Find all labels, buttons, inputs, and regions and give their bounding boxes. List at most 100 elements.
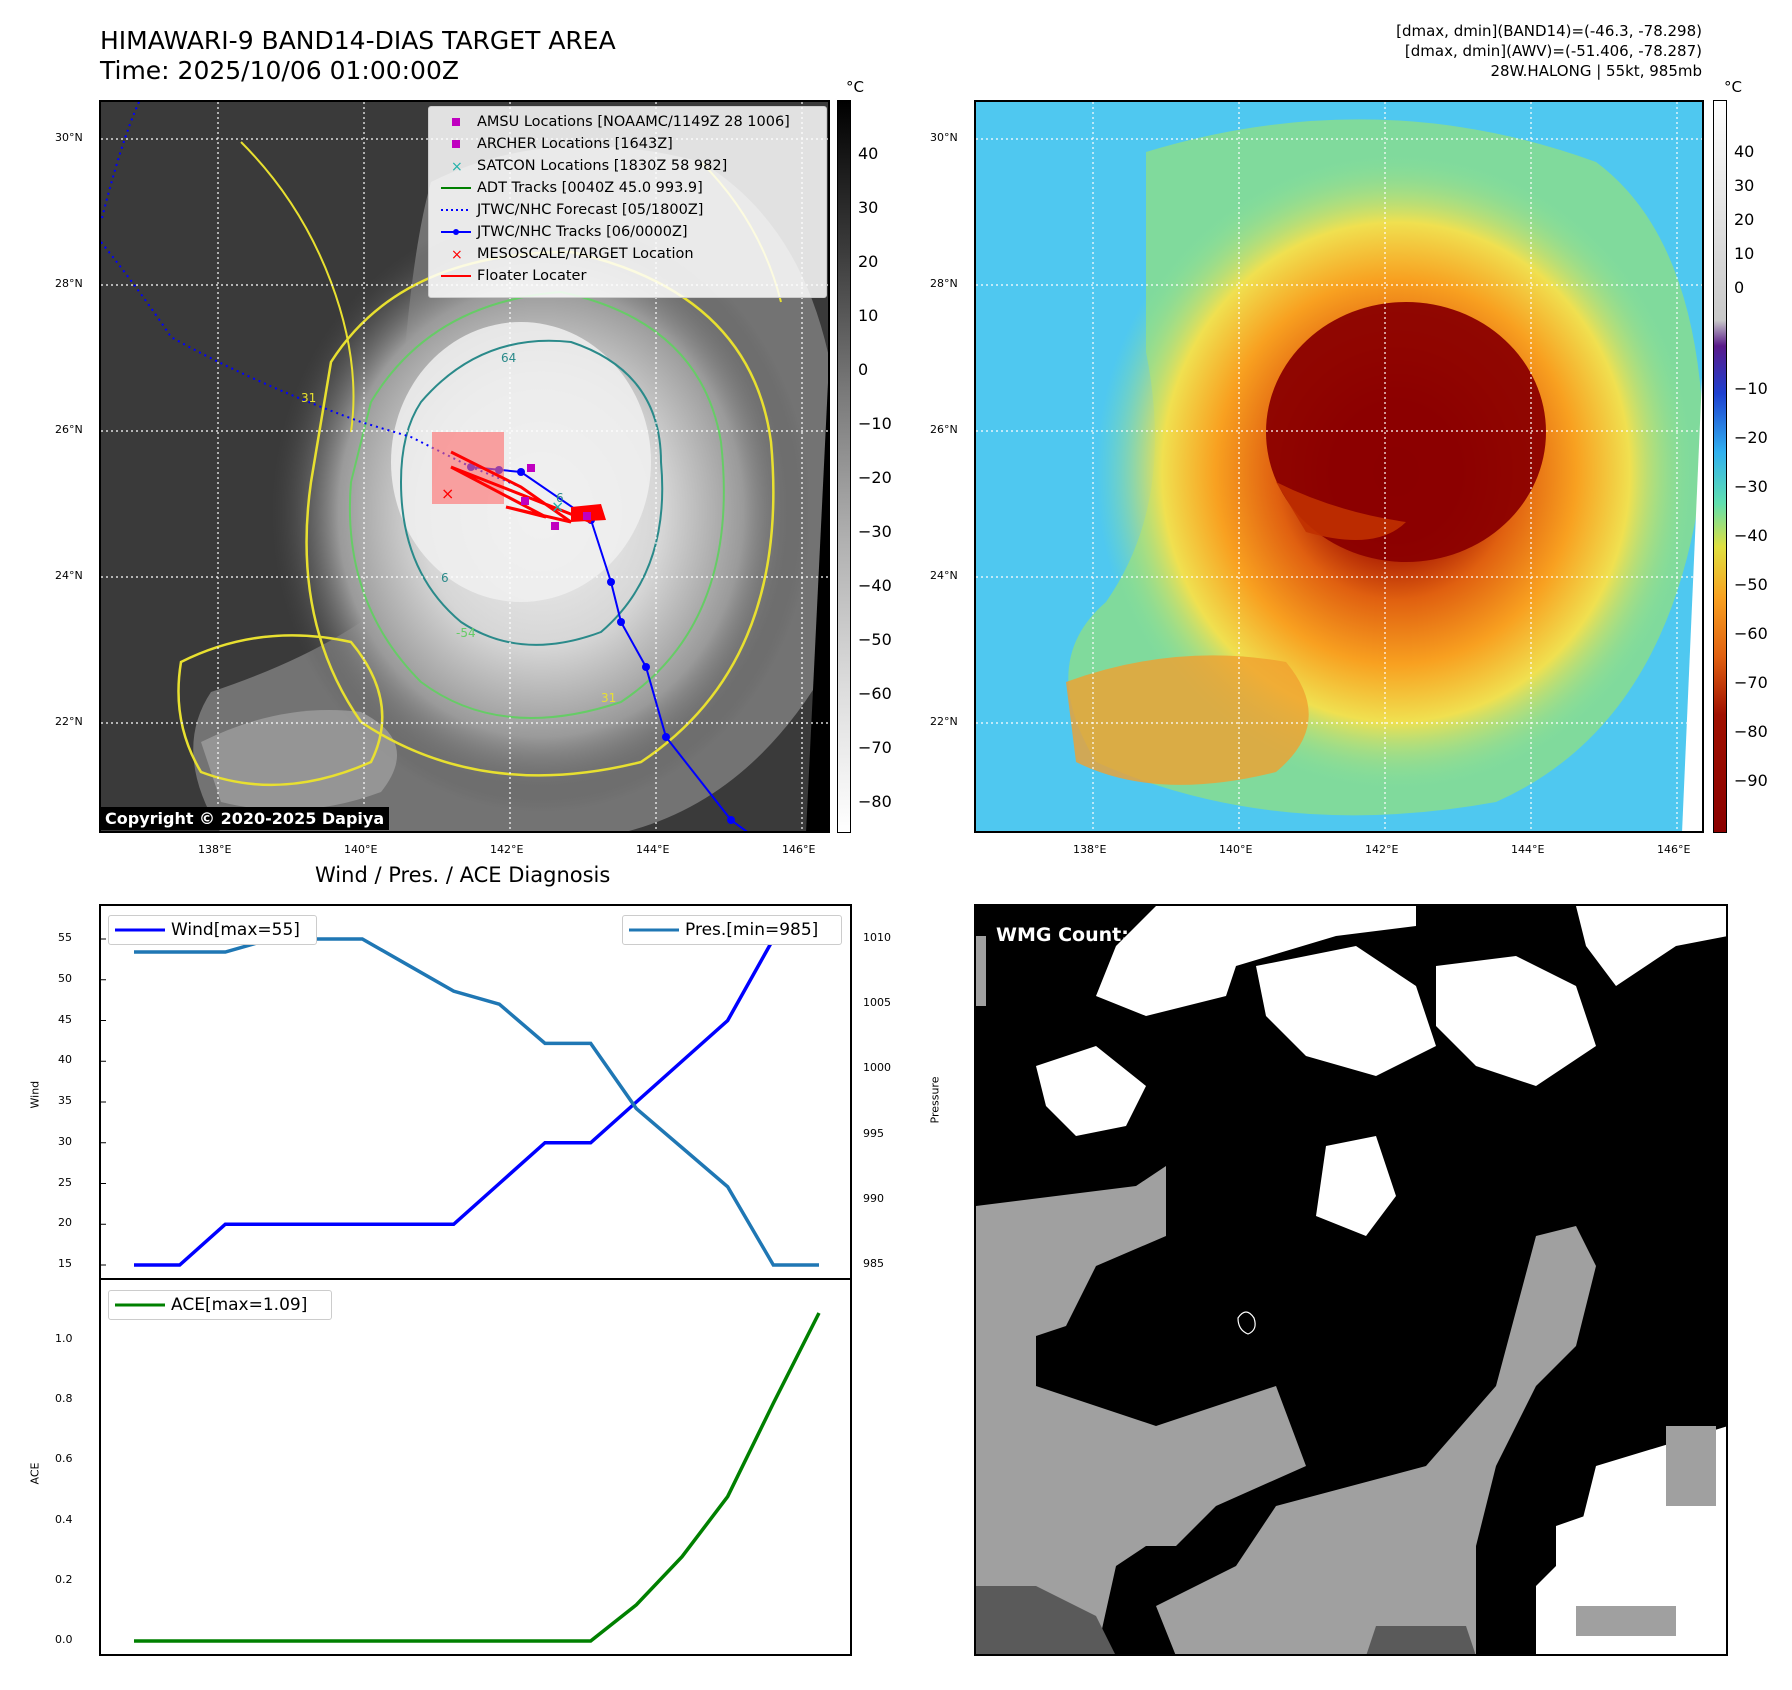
colorbar-unit: °C bbox=[846, 78, 864, 96]
colorbar-tick: 10 bbox=[1734, 244, 1755, 263]
colorbar-tick: 10 bbox=[858, 306, 879, 325]
wind-tick: 45 bbox=[58, 1012, 72, 1026]
awv-map-panel bbox=[974, 100, 1704, 833]
lat-tick: 30°N bbox=[930, 131, 958, 144]
colorbar-tick: −10 bbox=[1734, 379, 1768, 398]
contour-label: 6 bbox=[441, 571, 449, 585]
lat-tick: 26°N bbox=[930, 423, 958, 436]
colorbar-tick: 20 bbox=[858, 252, 879, 271]
colorbar-tick: −20 bbox=[858, 468, 892, 487]
wind-tick: 35 bbox=[58, 1094, 72, 1107]
pressure-tick: 1000 bbox=[863, 1061, 891, 1075]
ace-tick: 1.0 bbox=[55, 1332, 73, 1346]
wind-legend: Wind[max=55] bbox=[108, 915, 317, 945]
colorbar-tick: −20 bbox=[1734, 428, 1768, 447]
wind-tick: 25 bbox=[58, 1175, 72, 1189]
colorbar-tick: 40 bbox=[1734, 142, 1755, 161]
wind-tick: 20 bbox=[58, 1216, 72, 1230]
wind-tick: 30 bbox=[58, 1134, 72, 1148]
copyright-badge: Copyright © 2020-2025 Dapiya bbox=[100, 807, 390, 830]
colorbar-tick: 40 bbox=[858, 144, 879, 163]
lon-tick: 144°E bbox=[636, 843, 670, 856]
colorbar-tick: −30 bbox=[1734, 477, 1768, 496]
wind-pres-panel bbox=[99, 904, 852, 1280]
chart-title: HIMAWARI-9 BAND14-DIAS TARGET AREA bbox=[100, 26, 616, 55]
lat-tick: 30°N bbox=[55, 131, 83, 144]
ace-tick: 0.8 bbox=[55, 1392, 73, 1406]
ace-series-line bbox=[134, 1312, 821, 1643]
ace-axis-label: ACE bbox=[28, 1462, 42, 1485]
colorbar-tick: −80 bbox=[1734, 722, 1768, 741]
awv-map-svg bbox=[976, 102, 1702, 831]
lon-tick: 142°E bbox=[490, 843, 524, 856]
lat-tick: 22°N bbox=[55, 715, 83, 728]
wind-series-line bbox=[134, 937, 819, 1267]
colorbar-tick: −30 bbox=[858, 522, 892, 541]
colorbar-tick: −90 bbox=[1734, 771, 1768, 790]
pressure-tick: 995 bbox=[863, 1126, 884, 1140]
colorbar-tick: −40 bbox=[1734, 526, 1768, 545]
colorbar-tick: −60 bbox=[1734, 624, 1768, 643]
contour-label: 6 bbox=[556, 491, 564, 505]
lat-tick: 24°N bbox=[930, 569, 958, 582]
colorbar-tick: 0 bbox=[858, 360, 869, 379]
svg-text:×: × bbox=[441, 484, 454, 503]
colorbar-left bbox=[837, 100, 851, 833]
ace-tick: 0.6 bbox=[55, 1452, 73, 1466]
colorbar-tick: −50 bbox=[858, 630, 892, 649]
colorbar-tick: 0 bbox=[1734, 278, 1745, 297]
pres-legend: Pres.[min=985] bbox=[622, 915, 842, 945]
wind-tick: 15 bbox=[58, 1257, 72, 1270]
colorbar-unit: °C bbox=[1724, 78, 1742, 96]
colorbar-tick: −70 bbox=[858, 738, 892, 757]
lon-tick: 140°E bbox=[1219, 843, 1253, 856]
ace-tick: 0.0 bbox=[55, 1633, 73, 1646]
wind-tick: 55 bbox=[58, 931, 72, 944]
wind-tick: 50 bbox=[58, 971, 72, 985]
pressure-series-line bbox=[134, 937, 819, 1267]
pressure-tick: 1010 bbox=[863, 931, 891, 944]
contour-label: 64 bbox=[501, 351, 516, 365]
wind-pres-svg bbox=[101, 937, 819, 1267]
lat-tick: 28°N bbox=[55, 277, 83, 290]
lon-tick: 138°E bbox=[1073, 843, 1107, 856]
contour-label: 31 bbox=[601, 691, 616, 705]
pressure-tick: 1005 bbox=[863, 996, 891, 1010]
colorbar-tick: −40 bbox=[858, 576, 892, 595]
dmax-awv: [dmax, dmin](AWV)=(-51.406, -78.287) bbox=[1404, 42, 1702, 60]
lon-tick: 138°E bbox=[198, 843, 232, 856]
lon-tick: 146°E bbox=[782, 843, 816, 856]
wmg-map-svg bbox=[976, 906, 1726, 1654]
colorbar-tick: −50 bbox=[1734, 575, 1768, 594]
lat-tick: 28°N bbox=[930, 277, 958, 290]
dmax-band14: [dmax, dmin](BAND14)=(-46.3, -78.298) bbox=[1396, 22, 1702, 40]
pressure-tick: 985 bbox=[863, 1257, 884, 1270]
colorbar-tick: −80 bbox=[858, 792, 892, 811]
svg-text:×: × bbox=[451, 247, 463, 261]
ace-tick: 0.2 bbox=[55, 1572, 73, 1586]
svg-text:×: × bbox=[551, 497, 564, 516]
lat-tick: 22°N bbox=[930, 715, 958, 728]
chart-time: Time: 2025/10/06 01:00:00Z bbox=[100, 56, 459, 85]
lat-tick: 26°N bbox=[55, 423, 83, 436]
ace-legend: ACE[max=1.09] bbox=[108, 1290, 332, 1320]
svg-text:×: × bbox=[451, 159, 463, 173]
ace-panel bbox=[99, 1278, 852, 1656]
lon-tick: 142°E bbox=[1365, 843, 1399, 856]
diagnosis-title: Wind / Pres. / ACE Diagnosis bbox=[315, 863, 611, 887]
wmg-panel bbox=[974, 904, 1728, 1656]
pressure-axis-label: Pressure bbox=[928, 1076, 942, 1124]
storm-info: 28W.HALONG | 55kt, 985mb bbox=[1490, 62, 1702, 80]
ace-tick: 0.4 bbox=[55, 1512, 73, 1526]
contour-label: 31 bbox=[301, 391, 316, 405]
lon-tick: 144°E bbox=[1511, 843, 1545, 856]
contour-label: -54 bbox=[456, 626, 476, 640]
map-legend: AMSU Locations [NOAAMC/1149Z 28 1006] AR… bbox=[428, 106, 827, 298]
wind-axis-label: Wind bbox=[28, 1080, 42, 1109]
colorbar-tick: −10 bbox=[858, 414, 892, 433]
lon-tick: 146°E bbox=[1657, 843, 1691, 856]
colorbar-tick: 20 bbox=[1734, 210, 1755, 229]
lon-tick: 140°E bbox=[344, 843, 378, 856]
colorbar-tick: −60 bbox=[858, 684, 892, 703]
lat-tick: 24°N bbox=[55, 569, 83, 582]
